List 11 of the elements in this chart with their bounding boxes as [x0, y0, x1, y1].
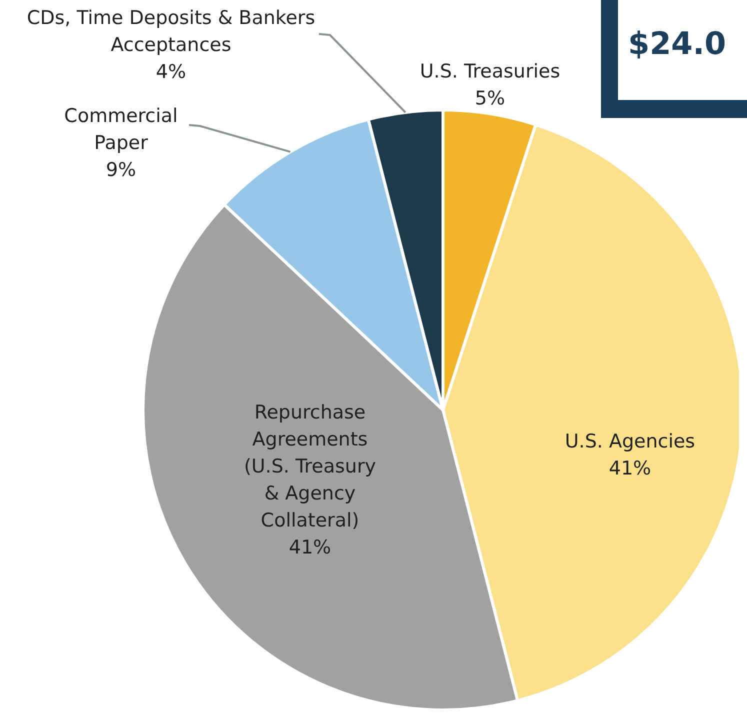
- data-label: 41%: [608, 458, 652, 480]
- slice-label: Commercial Paper: [64, 105, 178, 154]
- text: $24.0: [628, 26, 726, 62]
- data-label: 5%: [474, 88, 506, 110]
- slice-label: CDs, Time Deposits & Bankers Acceptances: [26, 7, 316, 56]
- slice-label: U.S. Agencies: [564, 430, 696, 452]
- data-label: 9%: [106, 159, 136, 181]
- slice-label: Repurchase Agreements (U.S. Treasury & Agency Collateral): [244, 402, 376, 532]
- data-label: 41%: [288, 536, 332, 558]
- data-label: 4%: [156, 61, 186, 83]
- slice-label: U.S. Treasuries: [420, 60, 560, 82]
